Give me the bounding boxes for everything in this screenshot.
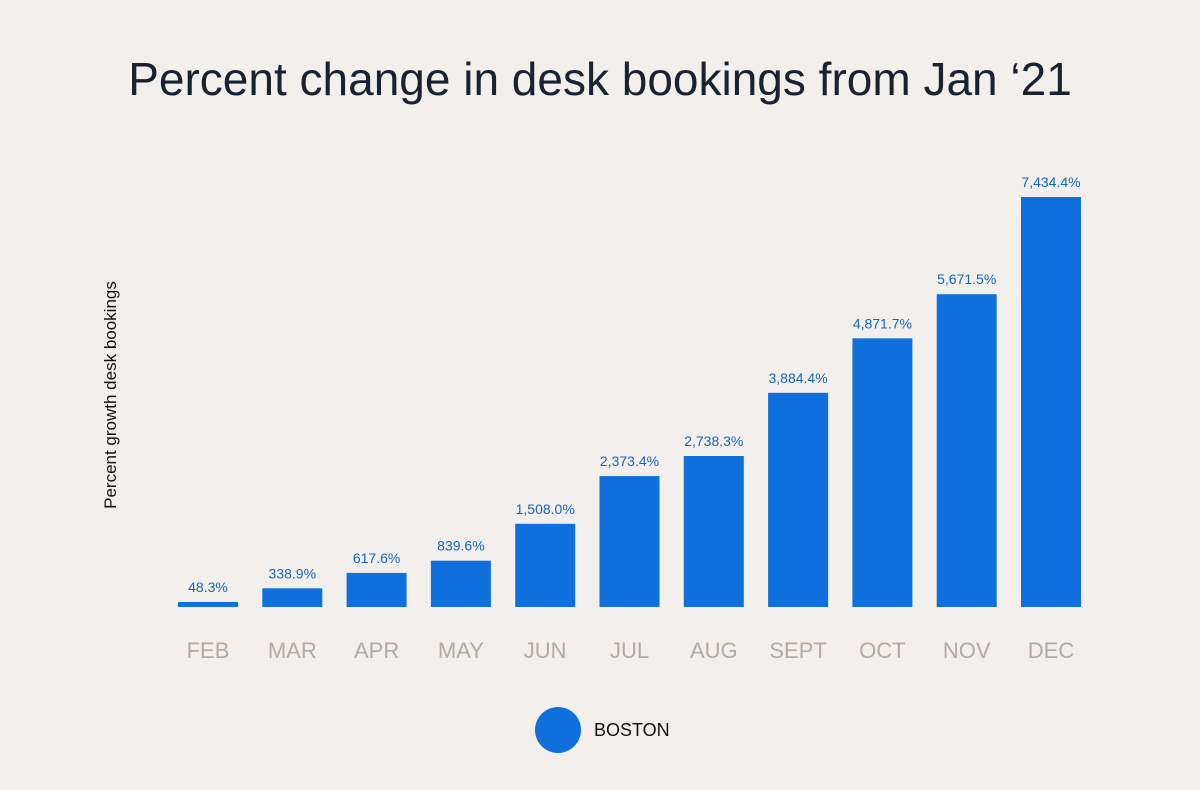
bar-jun [515, 523, 576, 607]
value-label-jul: 2,373.4% [600, 453, 659, 469]
bar-sept [768, 392, 829, 607]
bar-jul [599, 476, 660, 607]
chart-title: Percent change in desk bookings from Jan… [128, 53, 1072, 105]
x-tick-mar: MAR [268, 638, 317, 663]
value-label-apr: 617.6% [353, 550, 400, 566]
x-tick-nov: NOV [943, 638, 991, 663]
legend: BOSTON [535, 707, 670, 753]
legend-label-boston: BOSTON [594, 719, 670, 740]
legend-swatch-boston [535, 707, 581, 753]
bar-dec [1021, 197, 1081, 607]
value-label-dec: 7,434.4% [1021, 174, 1080, 190]
value-label-mar: 338.9% [269, 565, 316, 581]
value-label-aug: 2,738.3% [684, 433, 743, 449]
x-tick-dec: DEC [1028, 638, 1075, 663]
x-tick-sept: SEPT [769, 638, 826, 663]
bar-oct [852, 338, 913, 607]
value-label-feb: 48.3% [188, 579, 228, 595]
bar-feb [178, 602, 238, 607]
x-tick-jul: JUL [610, 638, 649, 663]
x-tick-oct: OCT [859, 638, 905, 663]
x-tick-feb: FEB [187, 638, 230, 663]
value-label-oct: 4,871.7% [853, 315, 912, 331]
bar-nov [936, 294, 997, 607]
value-label-jun: 1,508.0% [516, 501, 575, 517]
value-label-nov: 5,671.5% [937, 271, 996, 287]
bar-aug [683, 456, 744, 607]
x-tick-aug: AUG [690, 638, 738, 663]
value-label-sept: 3,884.4% [769, 370, 828, 386]
x-tick-jun: JUN [524, 638, 567, 663]
x-tick-apr: APR [354, 638, 399, 663]
bar-apr [346, 572, 407, 607]
bar-mar [262, 588, 323, 607]
x-tick-may: MAY [438, 638, 484, 663]
value-label-may: 839.6% [437, 538, 484, 554]
bar-may [430, 560, 491, 607]
